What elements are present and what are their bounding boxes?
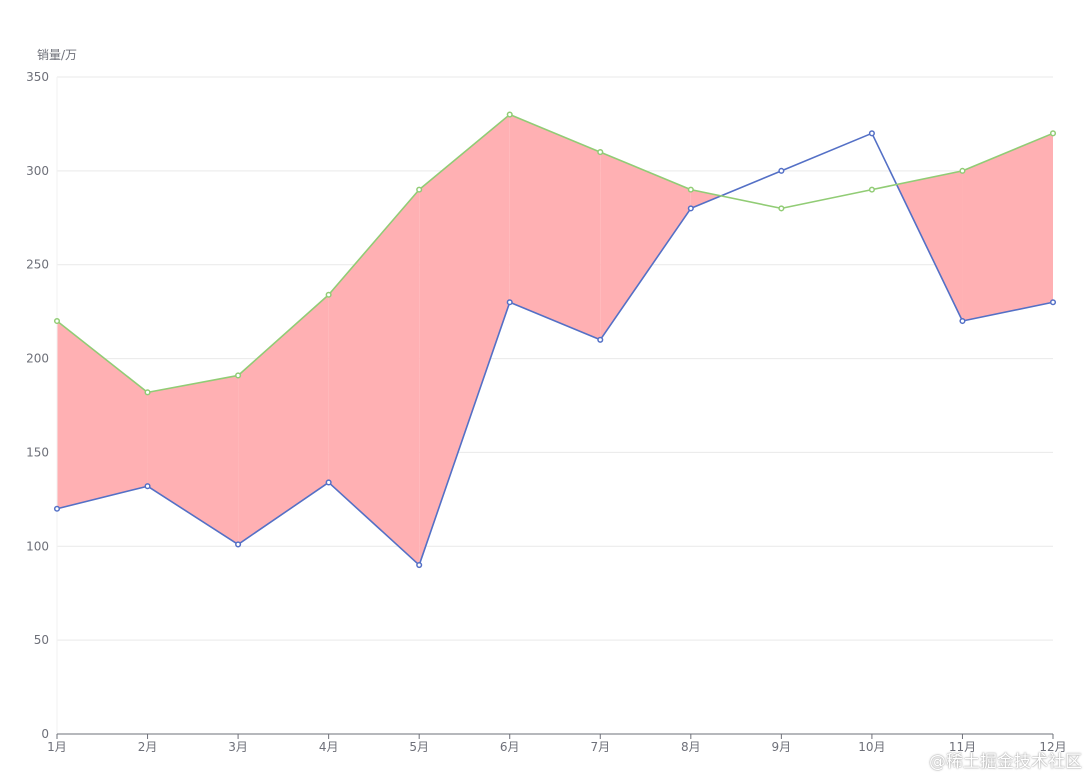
y-tick-label: 150: [26, 445, 49, 459]
series-1-point: [144, 483, 151, 490]
x-tick-label: 7月: [590, 740, 610, 754]
series-1-point: [597, 336, 604, 343]
series-1-point: [687, 205, 694, 212]
x-tick-label: 9月: [772, 740, 792, 754]
series-2-point: [144, 389, 151, 396]
difference-area-segment: [600, 152, 691, 340]
series-lines: [56, 113, 1054, 566]
series-2-point: [868, 186, 875, 193]
series-2-point: [53, 317, 61, 325]
series-1-point: [778, 167, 785, 174]
x-tick-label: 2月: [138, 740, 158, 754]
x-tick-label: 10月: [858, 740, 885, 754]
series-points: [53, 111, 1057, 569]
y-tick-label: 350: [26, 70, 49, 84]
difference-area-segment: [328, 189, 420, 566]
y-tick-label: 200: [26, 352, 49, 366]
series-1-point: [416, 562, 423, 569]
y-tick-label: 300: [26, 164, 49, 178]
difference-area-segment: [147, 375, 239, 545]
series-1-point: [1049, 299, 1057, 306]
series-2-point: [235, 372, 242, 379]
y-tick-label: 250: [26, 258, 49, 272]
x-tick-label: 4月: [319, 740, 339, 754]
series-1-point: [868, 130, 875, 137]
axes: [56, 77, 1054, 739]
difference-area-segment: [57, 321, 148, 509]
difference-area-segment: [419, 114, 510, 566]
series-2-point: [597, 149, 604, 156]
difference-area-segment: [962, 133, 1053, 322]
series-line-1: [56, 132, 1054, 566]
series-2-point: [506, 111, 513, 118]
x-tick-label: 8月: [681, 740, 701, 754]
difference-area-segment: [509, 114, 601, 340]
watermark: @稀土掘金技术社区: [929, 752, 1082, 772]
series-2-point: [1049, 130, 1057, 137]
y-tick-label: 50: [34, 633, 49, 647]
series-2-point: [959, 167, 966, 174]
y-tick-label: 0: [41, 727, 49, 741]
series-2-point: [416, 186, 423, 193]
difference-area-segment: [896, 170, 963, 322]
series-2-point: [687, 186, 694, 193]
x-tick-label: 1月: [47, 740, 67, 754]
tick-labels: 0 50 100 150 200 250 300 350 1月 2月 3月 4月 5月 6月 7月 8月 9月 1…: [26, 70, 1067, 754]
series-2-point: [325, 291, 332, 298]
x-tick-label: 11月: [949, 740, 976, 754]
difference-area: [57, 114, 1053, 566]
x-tick-label: 5月: [409, 740, 429, 754]
series-1-point: [959, 317, 966, 325]
y-axis-title: 销量/万: [37, 48, 77, 62]
series-1-point: [53, 505, 61, 512]
series-line-2: [56, 113, 1054, 394]
series-1-point: [325, 479, 332, 486]
x-tick-label: 12月: [1039, 740, 1066, 754]
difference-area-segment: [238, 294, 329, 545]
x-tick-label: 3月: [228, 740, 248, 754]
series-2-point: [778, 205, 785, 212]
series-1-point: [506, 299, 513, 306]
y-tick-label: 100: [26, 539, 49, 553]
series-1-point: [235, 541, 242, 548]
x-tick-label: 6月: [500, 740, 520, 754]
